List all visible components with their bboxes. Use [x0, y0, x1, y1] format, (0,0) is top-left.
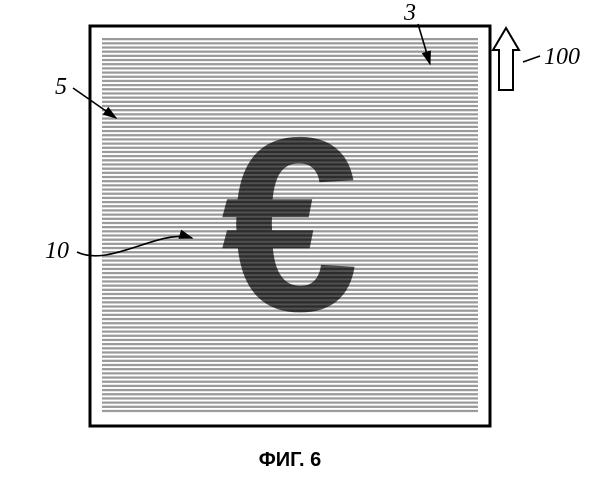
leader-line: [523, 56, 540, 62]
label-10: 10: [45, 238, 69, 264]
up-arrow: [493, 28, 519, 90]
label-100: 100: [544, 44, 580, 70]
label-5: 5: [55, 74, 67, 100]
figure-container: €3510100ФИГ. 6: [0, 0, 601, 500]
line-overlay: [102, 38, 478, 414]
figure-caption: ФИГ. 6: [259, 449, 322, 471]
label-3: 3: [403, 0, 416, 26]
